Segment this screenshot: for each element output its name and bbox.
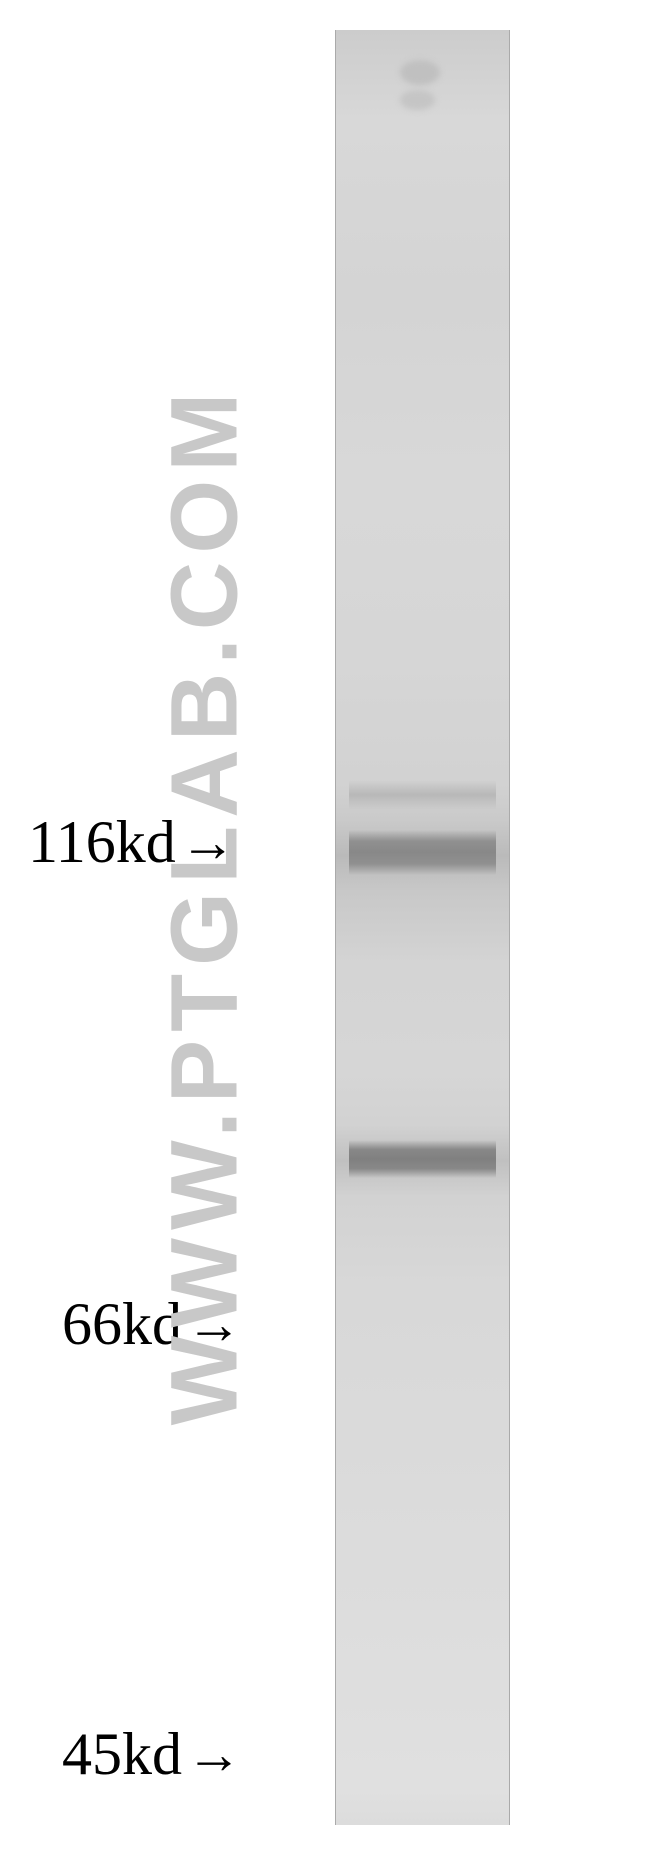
band-116kd-upper [349,780,496,810]
band-mid [349,1140,496,1178]
band-116kd-lower [349,830,496,875]
blot-lane [335,30,510,1825]
blot-artifact [400,90,435,110]
arrow-icon: → [186,1727,242,1783]
western-blot-figure: 116kd→ 66kd→ 45kd→ WWW.PTGLAB.COM [0,0,650,1855]
marker-text: 45kd [62,1720,182,1789]
marker-label-45kd: 45kd→ [62,1720,242,1789]
blot-artifact [400,60,440,85]
watermark-text: WWW.PTGLAB.COM [151,385,260,1426]
